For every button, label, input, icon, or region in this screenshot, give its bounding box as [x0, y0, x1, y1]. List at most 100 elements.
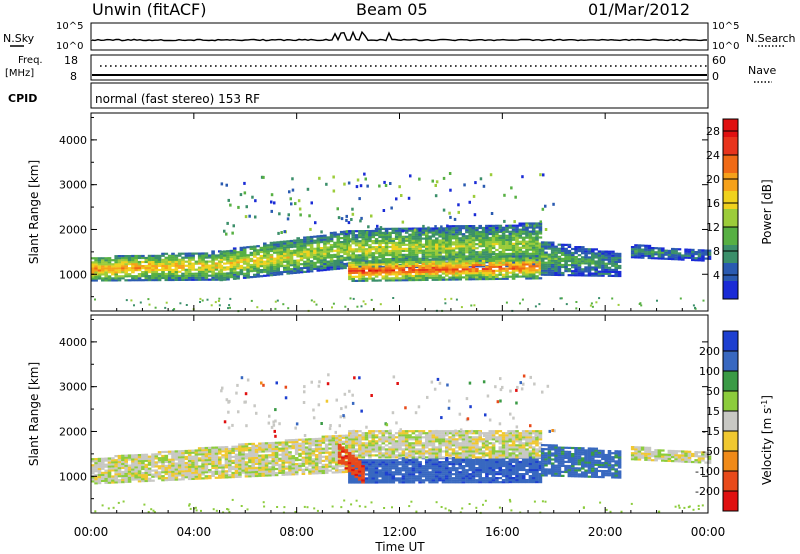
scatter-cell: [276, 251, 280, 254]
scatter-cell: [187, 262, 192, 265]
scatter-cell: [94, 476, 98, 479]
scatter-cell: [348, 238, 352, 241]
scatter-cell: [161, 457, 165, 460]
scatter-cell: [194, 252, 199, 255]
scatter-cell: [268, 446, 272, 449]
scatter-cell: [354, 467, 359, 470]
scatter-cell: [601, 274, 605, 277]
scatter-cell: [574, 268, 578, 271]
scatter-cell: [528, 252, 533, 255]
scatter-cell: [117, 469, 122, 472]
scatter-cell: [617, 270, 622, 274]
scatter-cell: [381, 459, 386, 462]
scatter-cell: [581, 268, 585, 271]
scatter-cell: [451, 233, 456, 236]
scatter-cell: [345, 214, 348, 218]
scatter-cell: [451, 241, 456, 244]
scatter-cell: [481, 276, 486, 279]
scatter-cell: [485, 269, 489, 273]
scatter-cell: [181, 468, 185, 471]
scatter-cell: [438, 235, 442, 238]
scatter-cell: [171, 478, 175, 481]
scatter-cell: [283, 256, 287, 259]
scatter-cell: [204, 469, 209, 472]
scatter-cell: [167, 464, 172, 467]
scatter-cell: [137, 476, 142, 479]
scatter-cell: [131, 472, 135, 475]
scatter-cell: [425, 243, 429, 246]
scatter-cell: [408, 477, 412, 480]
scatter-cell: [587, 262, 592, 265]
scatter-cell: [535, 271, 539, 274]
scatter-cell: [431, 465, 436, 468]
scatter-cell: [231, 449, 235, 452]
scatter-cell: [131, 269, 135, 272]
scatter-cell: [308, 444, 312, 447]
scatter-cell: [451, 243, 456, 246]
scatter-cell: [184, 260, 189, 263]
scatter-cell: [691, 256, 695, 260]
scatter-cell: [471, 255, 476, 258]
scatter-cell: [547, 241, 552, 244]
scatter-cell: [218, 456, 222, 459]
scatter-cell: [269, 258, 274, 261]
scatter-cell: [141, 467, 145, 471]
scatter-cell: [547, 269, 552, 272]
scatter-cell: [445, 233, 449, 236]
scatter-cell: [465, 270, 469, 273]
scatter-cell: [224, 474, 229, 477]
scatter-cell: [321, 471, 326, 475]
scatter-cell: [438, 264, 442, 267]
scatter-cell: [101, 257, 105, 260]
scatter-cell: [425, 260, 429, 263]
scatter-cell: [269, 255, 274, 259]
scatter-cell: [273, 267, 277, 270]
scatter-cell: [611, 250, 615, 253]
scatter-cell: [187, 266, 192, 269]
colorbar-segment: [723, 155, 738, 174]
scatter-cell: [308, 468, 312, 471]
scatter-cell: [571, 256, 575, 259]
scatter-cell: [455, 235, 459, 238]
scatter-cell: [404, 227, 409, 230]
scatter-cell: [299, 238, 304, 242]
scatter-cell: [187, 457, 192, 460]
scatter-cell: [294, 448, 299, 452]
scatter-cell: [413, 228, 417, 232]
scatter-cell: [581, 248, 585, 251]
scatter-cell: [194, 272, 199, 275]
scatter-cell: [435, 479, 439, 482]
scatter-cell: [244, 457, 249, 460]
scatter-cell: [401, 243, 406, 246]
scatter-cell: [301, 468, 306, 471]
scatter-cell: [294, 473, 299, 476]
scatter-cell: [557, 261, 562, 264]
scatter-cell: [259, 275, 264, 278]
scatter-cell: [394, 263, 399, 266]
scatter-cell: [347, 181, 351, 185]
scatter-cell: [271, 454, 276, 457]
scatter-cell: [177, 262, 182, 265]
scatter-cell: [131, 259, 135, 262]
scatter-cell: [201, 272, 205, 275]
scatter-cell: [226, 254, 230, 257]
scatter-cell: [435, 229, 439, 232]
scatter-cell: [351, 212, 355, 216]
scatter-cell: [298, 462, 302, 465]
scatter-cell: [441, 461, 446, 464]
scatter-cell: [425, 473, 429, 476]
scatter-cell: [550, 245, 555, 248]
scatter-cell: [137, 265, 142, 268]
scatter-cell: [637, 248, 642, 251]
scatter-cell: [431, 270, 436, 273]
scatter-cell: [97, 482, 102, 485]
scatter-cell: [184, 472, 189, 475]
scatter-cell: [131, 257, 135, 260]
scatter-cell: [314, 446, 319, 449]
scatter-cell: [154, 455, 159, 458]
scatter-cell: [253, 247, 257, 250]
scatter-cell: [431, 229, 436, 232]
scatter-cell: [181, 258, 185, 261]
scatter-cell: [617, 264, 622, 268]
scatter-cell: [404, 229, 409, 232]
